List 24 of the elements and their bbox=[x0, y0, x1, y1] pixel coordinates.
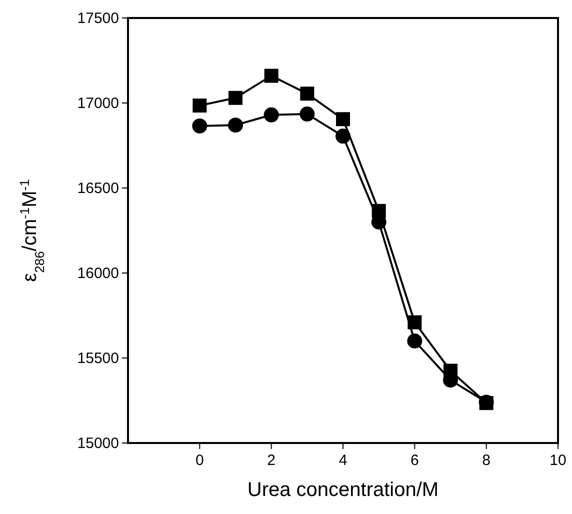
point bbox=[300, 106, 315, 122]
y-tick-label: 17500 bbox=[77, 10, 119, 27]
point bbox=[264, 107, 279, 122]
x-axis-title: Urea concentration/M bbox=[247, 479, 439, 501]
point bbox=[228, 90, 242, 105]
y-tick-label: 16000 bbox=[77, 265, 119, 282]
x-tick-label: 4 bbox=[338, 452, 348, 469]
y-tick-label: 15500 bbox=[77, 350, 119, 367]
point bbox=[264, 68, 278, 83]
point bbox=[336, 128, 350, 144]
y-tick-label: 16500 bbox=[77, 180, 119, 197]
x-tick-label: 10 bbox=[550, 452, 566, 469]
y-tick-label: 15000 bbox=[77, 435, 119, 452]
point bbox=[192, 98, 207, 113]
y-tick-label: 17000 bbox=[77, 95, 119, 112]
point bbox=[300, 86, 314, 101]
x-tick-label: 2 bbox=[267, 452, 276, 469]
point bbox=[192, 118, 208, 134]
x-tick-label: 6 bbox=[410, 452, 419, 469]
point bbox=[228, 118, 243, 133]
x-tick-label: 0 bbox=[195, 452, 204, 469]
x-tick-label: 8 bbox=[482, 452, 491, 469]
point bbox=[407, 334, 422, 348]
point bbox=[336, 112, 350, 126]
